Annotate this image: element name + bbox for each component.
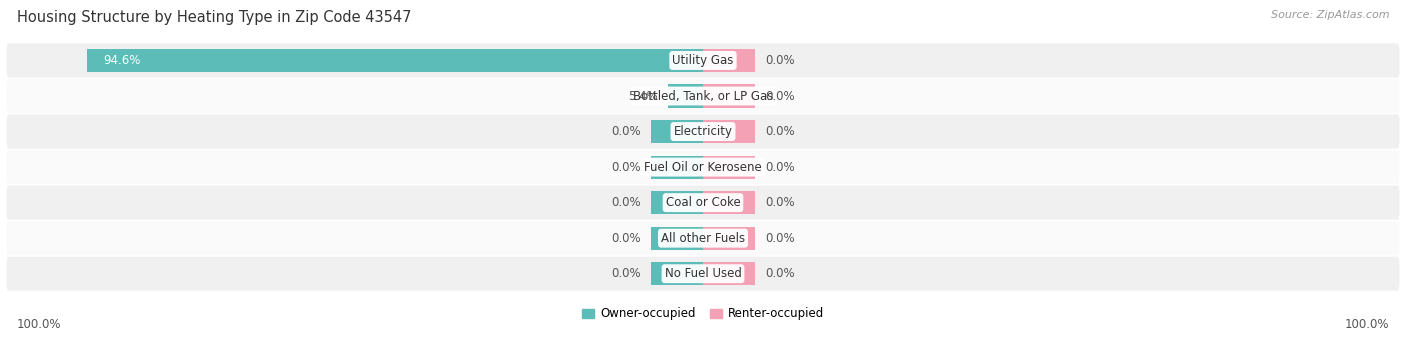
Bar (651, 191, 703, 214)
Text: Coal or Coke: Coal or Coke (665, 196, 741, 209)
Bar (703, 85, 755, 107)
Legend: Owner-occupied, Renter-occupied: Owner-occupied, Renter-occupied (578, 303, 828, 325)
Bar (703, 262, 755, 285)
Text: 100.0%: 100.0% (17, 318, 62, 331)
FancyBboxPatch shape (7, 186, 1399, 220)
Text: 0.0%: 0.0% (765, 232, 794, 245)
Text: All other Fuels: All other Fuels (661, 232, 745, 245)
Text: 0.0%: 0.0% (765, 125, 794, 138)
Text: 0.0%: 0.0% (765, 196, 794, 209)
Text: 5.4%: 5.4% (628, 89, 658, 103)
Text: 0.0%: 0.0% (612, 196, 641, 209)
Text: 0.0%: 0.0% (612, 125, 641, 138)
Bar (87, 49, 703, 72)
FancyBboxPatch shape (7, 79, 1399, 113)
Text: Electricity: Electricity (673, 125, 733, 138)
Bar (703, 227, 755, 250)
Text: Fuel Oil or Kerosene: Fuel Oil or Kerosene (644, 161, 762, 174)
Text: Bottled, Tank, or LP Gas: Bottled, Tank, or LP Gas (633, 89, 773, 103)
Text: 0.0%: 0.0% (765, 161, 794, 174)
Text: Housing Structure by Heating Type in Zip Code 43547: Housing Structure by Heating Type in Zip… (17, 10, 412, 25)
Bar (703, 191, 755, 214)
Bar (651, 262, 703, 285)
Text: 0.0%: 0.0% (612, 232, 641, 245)
FancyBboxPatch shape (7, 221, 1399, 255)
Text: Source: ZipAtlas.com: Source: ZipAtlas.com (1271, 10, 1389, 20)
Text: 0.0%: 0.0% (612, 267, 641, 280)
Bar (668, 85, 703, 107)
Text: Utility Gas: Utility Gas (672, 54, 734, 67)
Text: 94.6%: 94.6% (104, 54, 141, 67)
Text: 100.0%: 100.0% (1344, 318, 1389, 331)
Text: 0.0%: 0.0% (765, 54, 794, 67)
Text: 0.0%: 0.0% (765, 267, 794, 280)
Text: 0.0%: 0.0% (612, 161, 641, 174)
Text: No Fuel Used: No Fuel Used (665, 267, 741, 280)
FancyBboxPatch shape (7, 257, 1399, 291)
Bar (651, 120, 703, 143)
FancyBboxPatch shape (7, 43, 1399, 77)
FancyBboxPatch shape (7, 115, 1399, 149)
Bar (703, 155, 755, 179)
Bar (651, 155, 703, 179)
Bar (703, 49, 755, 72)
FancyBboxPatch shape (7, 150, 1399, 184)
Bar (651, 227, 703, 250)
Text: 0.0%: 0.0% (765, 89, 794, 103)
Bar (703, 120, 755, 143)
